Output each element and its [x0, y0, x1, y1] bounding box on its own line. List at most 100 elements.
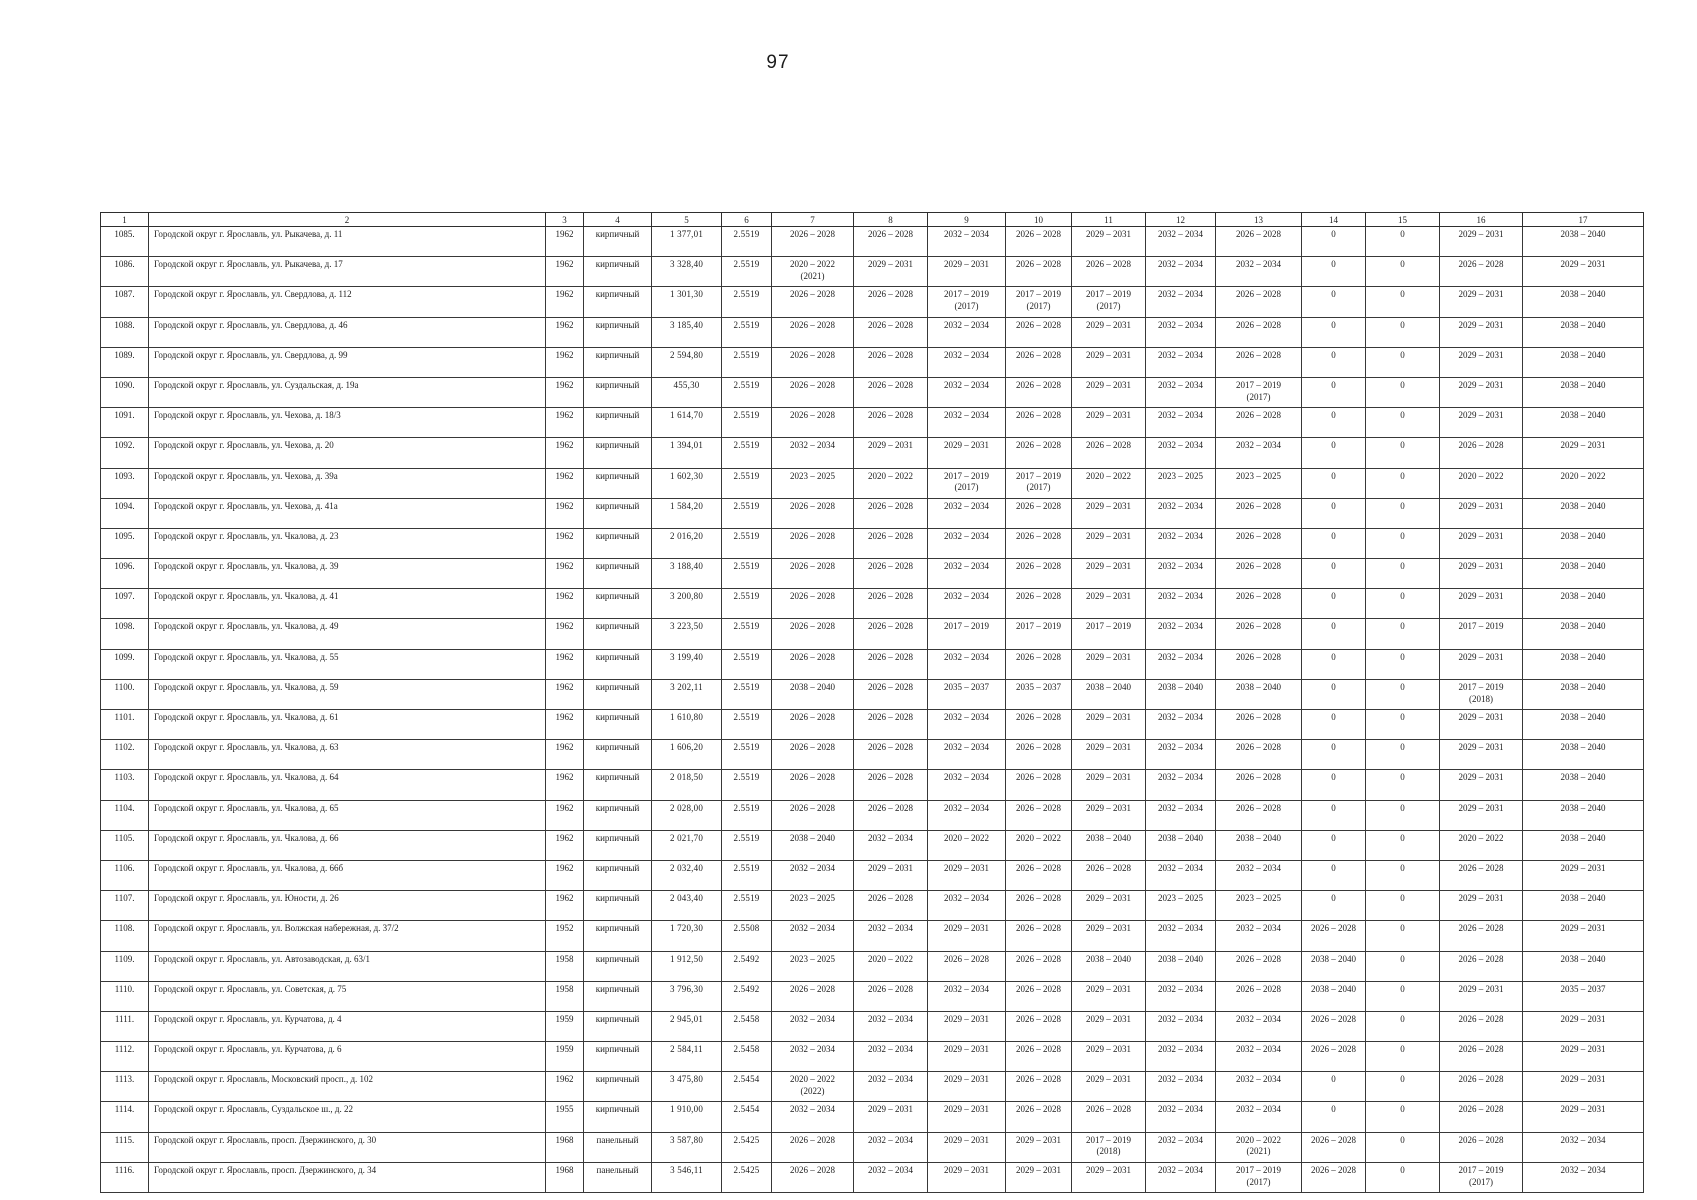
cell-c15: 0: [1365, 618, 1440, 650]
cell-c10: 2029 – 2031: [1005, 1161, 1072, 1194]
cell-c15: 0: [1365, 1131, 1440, 1163]
cell-c9: 2032 – 2034: [927, 497, 1006, 529]
cell-c12: 2023 – 2025: [1145, 467, 1216, 499]
cell-c16: 2029 – 2031: [1439, 527, 1523, 560]
cell-material: кирпичный: [583, 497, 652, 529]
cell-material: кирпичный: [583, 799, 652, 831]
cell-year: 1962: [545, 678, 584, 711]
cell-c13: 2026 – 2028: [1215, 286, 1302, 318]
cell-c17: 2038 – 2040: [1522, 950, 1644, 982]
cell-c8: 2032 – 2034: [853, 1071, 928, 1103]
cell-n: 1116.: [100, 1161, 149, 1194]
cell-c13: 2026 – 2028: [1215, 558, 1302, 590]
cell-coef: 2.5519: [721, 497, 772, 529]
cell-c13: 2026 – 2028: [1215, 588, 1302, 620]
cell-address: Городской округ г. Ярославль, ул. Чехова…: [148, 407, 546, 439]
cell-material: кирпичный: [583, 769, 652, 801]
cell-year: 1962: [545, 376, 584, 409]
cell-c16: 2029 – 2031: [1439, 376, 1523, 409]
cell-coef: 2.5519: [721, 769, 772, 801]
cell-c14: 2038 – 2040: [1301, 950, 1366, 982]
cell-c15: 0: [1365, 467, 1440, 499]
cell-c8: 2026 – 2028: [853, 890, 928, 922]
cell-address: Городской округ г. Ярославль, ул. Юности…: [148, 890, 546, 922]
column-header: 10: [1005, 212, 1072, 227]
cell-c12: 2032 – 2034: [1145, 859, 1216, 892]
cell-c10: 2026 – 2028: [1005, 497, 1072, 529]
cell-c9: 2029 – 2031: [927, 437, 1006, 469]
cell-c14: 0: [1301, 316, 1366, 348]
column-header: 4: [583, 212, 652, 227]
cell-year: 1962: [545, 890, 584, 922]
cell-c15: 0: [1365, 1071, 1440, 1103]
cell-c12: 2032 – 2034: [1145, 1161, 1216, 1194]
cell-c10: 2026 – 2028: [1005, 527, 1072, 560]
cell-c14: 0: [1301, 467, 1366, 499]
cell-c14: 2026 – 2028: [1301, 1131, 1366, 1163]
cell-n: 1115.: [100, 1131, 149, 1163]
cell-c11: 2029 – 2031: [1071, 799, 1146, 831]
cell-c12: 2032 – 2034: [1145, 920, 1216, 952]
cell-material: панельный: [583, 1131, 652, 1163]
cell-c16: 2029 – 2031: [1439, 225, 1523, 258]
cell-c7: 2023 – 2025: [771, 467, 854, 499]
column-header: 9: [927, 212, 1006, 227]
cell-c10: 2026 – 2028: [1005, 346, 1072, 378]
cell-c10: 2026 – 2028: [1005, 588, 1072, 620]
cell-area: 2 945,01: [651, 1010, 722, 1043]
cell-c14: 2026 – 2028: [1301, 1161, 1366, 1194]
table-row: 1085. Городской округ г. Ярославль, ул. Р…: [100, 225, 1644, 258]
cell-c9: 2017 – 2019 (2017): [927, 467, 1006, 499]
cell-c17: 2029 – 2031: [1522, 1071, 1644, 1103]
cell-n: 1090.: [100, 376, 149, 409]
cell-address: Городской округ г. Ярославль, Московский…: [148, 1071, 546, 1103]
cell-year: 1962: [545, 859, 584, 892]
cell-c10: 2026 – 2028: [1005, 256, 1072, 288]
cell-c17: 2038 – 2040: [1522, 376, 1644, 409]
cell-c14: 0: [1301, 829, 1366, 861]
cell-c7: 2020 – 2022 (2022): [771, 1071, 854, 1103]
cell-material: кирпичный: [583, 950, 652, 982]
cell-c7: 2026 – 2028: [771, 618, 854, 650]
cell-c15: 0: [1365, 648, 1440, 680]
cell-c9: 2029 – 2031: [927, 1041, 1006, 1073]
cell-c15: 0: [1365, 859, 1440, 892]
cell-c8: 2032 – 2034: [853, 1161, 928, 1194]
cell-c17: 2038 – 2040: [1522, 799, 1644, 831]
cell-c17: 2035 – 2037: [1522, 980, 1644, 1012]
cell-address: Городской округ г. Ярославль, ул. Чкалов…: [148, 739, 546, 771]
cell-c12: 2032 – 2034: [1145, 558, 1216, 590]
cell-coef: 2.5519: [721, 407, 772, 439]
cell-c15: 0: [1365, 950, 1440, 982]
cell-c9: 2029 – 2031: [927, 1131, 1006, 1163]
cell-c8: 2026 – 2028: [853, 739, 928, 771]
table-row: 1105. Городской округ г. Ярославль, ул. Ч…: [100, 829, 1644, 861]
cell-area: 3 202,11: [651, 678, 722, 711]
cell-c16: 2029 – 2031: [1439, 558, 1523, 590]
cell-c14: 0: [1301, 1101, 1366, 1133]
cell-c11: 2017 – 2019 (2017): [1071, 286, 1146, 318]
cell-c8: 2032 – 2034: [853, 920, 928, 952]
cell-c16: 2029 – 2031: [1439, 890, 1523, 922]
cell-coef: 2.5519: [721, 376, 772, 409]
cell-address: Городской округ г. Ярославль, ул. Чкалов…: [148, 558, 546, 590]
cell-n: 1105.: [100, 829, 149, 861]
cell-year: 1959: [545, 1041, 584, 1073]
cell-address: Городской округ г. Ярославль, ул. Чкалов…: [148, 618, 546, 650]
cell-n: 1104.: [100, 799, 149, 831]
cell-c14: 2038 – 2040: [1301, 980, 1366, 1012]
cell-c12: 2032 – 2034: [1145, 407, 1216, 439]
cell-year: 1962: [545, 588, 584, 620]
table-row: 1087. Городской округ г. Ярославль, ул. С…: [100, 286, 1644, 318]
cell-c17: 2038 – 2040: [1522, 527, 1644, 560]
cell-material: кирпичный: [583, 618, 652, 650]
cell-c12: 2032 – 2034: [1145, 1131, 1216, 1163]
cell-coef: 2.5519: [721, 286, 772, 318]
cell-c16: 2020 – 2022: [1439, 467, 1523, 499]
cell-address: Городской округ г. Ярославль, ул. Курчат…: [148, 1041, 546, 1073]
cell-c9: 2029 – 2031: [927, 1010, 1006, 1043]
cell-c7: 2020 – 2022 (2021): [771, 256, 854, 288]
cell-c14: 0: [1301, 437, 1366, 469]
cell-c15: 0: [1365, 225, 1440, 258]
cell-n: 1092.: [100, 437, 149, 469]
